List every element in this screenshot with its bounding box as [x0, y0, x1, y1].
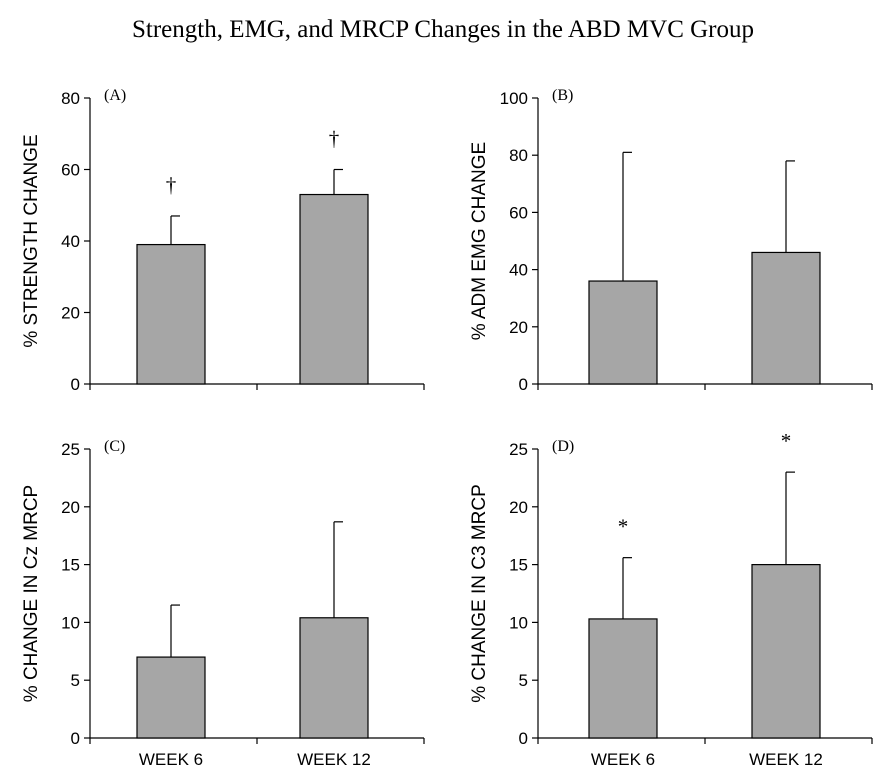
chart-panel-a: 0 20 40 60 80 † † (A) % STRENGTH CHANGE [21, 87, 425, 394]
bar-week-6 [136, 243, 206, 385]
y-tick-label: 10 [509, 613, 528, 632]
y-tick-label: 20 [61, 498, 80, 517]
y-axis-label: % STRENGTH CHANGE [21, 134, 42, 347]
y-tick-label: 5 [519, 671, 528, 690]
bar-week-12 [751, 251, 821, 385]
y-tick-label: 100 [500, 89, 528, 108]
y-tick-label: 0 [71, 375, 80, 394]
significance-mark: † [329, 127, 340, 151]
y-tick-label: 80 [509, 146, 528, 165]
y-tick-label: 40 [61, 232, 80, 251]
chart-panel-b: 0 20 40 60 80 100 (B) % ADM EMG CHANGE [469, 87, 873, 394]
x-category-label: WEEK 12 [297, 750, 371, 769]
y-tick-label: 20 [509, 318, 528, 337]
figure-title: Strength, EMG, and MRCP Changes in the A… [132, 16, 754, 43]
panel-label: (C) [104, 438, 125, 455]
y-axis-label: % CHANGE IN Cz MRCP [21, 485, 42, 702]
bar-week-12 [299, 617, 369, 739]
y-tick-label: 25 [61, 440, 80, 459]
bar-week-6 [588, 618, 658, 739]
x-category-label: WEEK 6 [139, 750, 203, 769]
y-tick-label: 15 [61, 556, 80, 575]
y-axis-label: % CHANGE IN C3 MRCP [469, 484, 490, 703]
y-tick-label: 0 [71, 729, 80, 748]
y-tick-label: 60 [61, 161, 80, 180]
x-category-label: WEEK 12 [749, 750, 823, 769]
bar-week-12 [299, 193, 369, 385]
y-tick-label: 60 [509, 203, 528, 222]
y-tick-label: 0 [519, 729, 528, 748]
significance-mark: † [166, 173, 177, 197]
y-tick-label: 0 [519, 375, 528, 394]
panel-label: (D) [552, 438, 574, 455]
y-tick-label: 5 [71, 671, 80, 690]
panel-label: (B) [552, 87, 573, 104]
x-category-label: WEEK 6 [591, 750, 655, 769]
y-tick-label: 80 [61, 89, 80, 108]
y-axis-label: % ADM EMG CHANGE [469, 142, 490, 340]
bar-week-12 [751, 563, 821, 739]
y-tick-label: 40 [509, 261, 528, 280]
chart-panel-d: 0 5 10 15 20 25 * WEEK 6 * WEEK 12 (D) % CHANGE IN … [469, 429, 873, 769]
bar-week-6 [136, 656, 206, 739]
y-tick-label: 25 [509, 440, 528, 459]
y-tick-label: 15 [509, 556, 528, 575]
bar-week-6 [588, 280, 658, 385]
y-tick-label: 10 [61, 613, 80, 632]
significance-mark: * [618, 515, 629, 539]
significance-mark: * [781, 429, 792, 453]
y-tick-label: 20 [509, 498, 528, 517]
chart-panel-c: 0 5 10 15 20 25 WEEK 6 WEEK 12 (C) % CHANGE IN Cz… [21, 438, 425, 769]
panel-label: (A) [104, 87, 126, 104]
y-tick-label: 20 [61, 304, 80, 323]
